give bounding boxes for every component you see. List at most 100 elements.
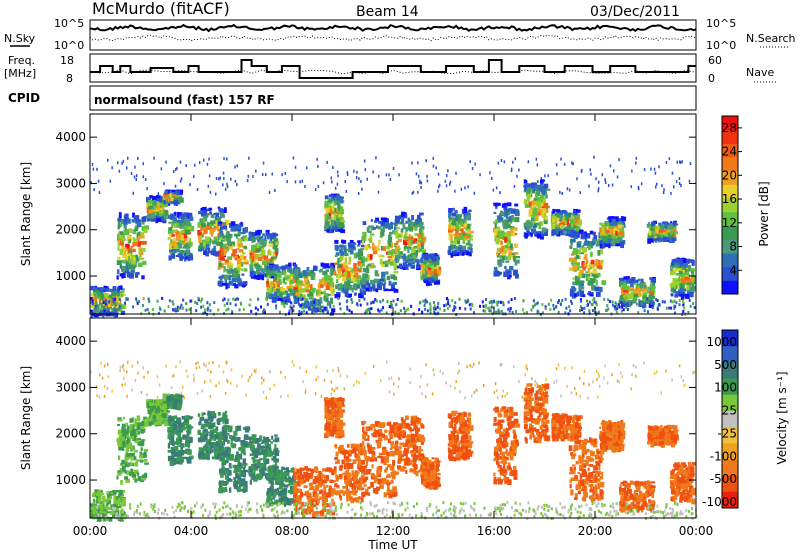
heatmap-cell [118,305,121,309]
heatmap-cell [146,417,151,422]
heatmap-cell [504,209,509,216]
date-title: 03/Dec/2011 [590,4,680,20]
heatmap-cell [91,299,94,303]
heatmap-cell [683,306,686,310]
heatmap-cell [433,253,438,258]
heatmap-cell [684,269,688,273]
heatmap-cell [626,279,631,284]
heatmap-cell [358,254,362,261]
heatmap-cell [128,228,132,233]
heatmap-cell [384,263,389,268]
heatmap-cell [134,238,138,243]
heatmap-cell [614,301,617,305]
heatmap-cell [241,261,244,265]
heatmap-cell [313,307,318,313]
heatmap-cell [388,236,393,243]
heatmap-cell [507,255,512,260]
heatmap-cell [417,243,421,248]
heatmap-cell [398,234,402,238]
heatmap-cell [654,171,657,175]
colorbar-swatch [722,198,738,213]
heatmap-cell [126,453,130,457]
heatmap-cell [515,209,520,213]
heatmap-cell [148,204,153,210]
heatmap-cell [243,260,249,265]
heatmap-cell [281,265,286,271]
heatmap-cell [562,228,568,231]
heatmap-cell [564,226,568,230]
heatmap-cell [455,230,458,236]
heatmap-cell [315,300,318,306]
heatmap-cell [169,249,174,253]
heatmap-cell [332,226,335,230]
heatmap-cell [167,236,171,240]
heatmap-cell [467,214,471,218]
heatmap-cell [278,293,283,299]
heatmap-cell [356,284,360,289]
heatmap-cell [474,162,476,166]
heatmap-cell [198,245,201,251]
heatmap-cell [630,293,634,299]
heatmap-cell [431,269,435,273]
colorbar-swatch [722,184,738,199]
colorbar-frame [721,115,739,295]
heatmap-cell [541,201,546,208]
heatmap-cell [682,303,685,307]
heatmap-cell [269,293,274,298]
heatmap-cell [665,306,668,310]
heatmap-cell [430,278,433,285]
heatmap-cell [128,239,131,243]
heatmap-cell [178,253,181,256]
heatmap-cell [110,298,112,302]
heatmap-cell [670,306,673,310]
heatmap-cell [288,285,292,291]
heatmap-cell [500,240,503,245]
heatmap-cell [125,243,130,250]
heatmap-cell [386,251,388,255]
heatmap-cell [240,254,244,261]
colorbar-tick-label: 20 [722,168,737,182]
heatmap-cell [592,298,595,302]
heatmap-cell [90,293,94,297]
heatmap-cell [448,304,451,308]
heatmap-cell [541,303,544,307]
heatmap-cell [220,247,224,252]
heatmap-cell [248,303,251,307]
heatmap-cell [378,309,381,313]
heatmap-cell [180,229,184,232]
heatmap-cell [420,268,424,271]
heatmap-cell [670,293,674,297]
heatmap-cell [281,290,287,296]
heatmap-cell [94,304,97,308]
heatmap-cell [254,274,259,280]
heatmap-cell [396,216,401,222]
heatmap-cell [568,305,571,309]
heatmap-cell [502,301,505,305]
heatmap-cell [299,304,301,308]
heatmap-cell [452,220,457,226]
heatmap-cell [147,197,151,200]
heatmap-cell [686,284,690,290]
heatmap-cell [412,190,415,194]
heatmap-cell [207,306,210,310]
heatmap-cell [181,214,185,220]
heatmap-cell [566,219,570,226]
heatmap-cell [451,225,456,229]
heatmap-cell [146,407,151,410]
heatmap-cell [403,306,406,310]
heatmap-cell [174,223,177,228]
heatmap-cell [163,182,165,186]
heatmap-cell [544,307,547,310]
noise-tick-top-left: 10^5 [54,17,84,30]
heatmap-cell [118,216,122,222]
heatmap-cell [573,221,577,225]
heatmap-cell [323,271,328,276]
heatmap-cell [217,308,220,312]
heatmap-cell [126,256,130,263]
heatmap-cell [175,309,178,313]
heatmap-cell [460,187,463,191]
heatmap-cell [419,179,421,183]
heatmap-cell [524,204,529,208]
heatmap-cell [347,267,352,271]
heatmap-cell [570,232,575,238]
